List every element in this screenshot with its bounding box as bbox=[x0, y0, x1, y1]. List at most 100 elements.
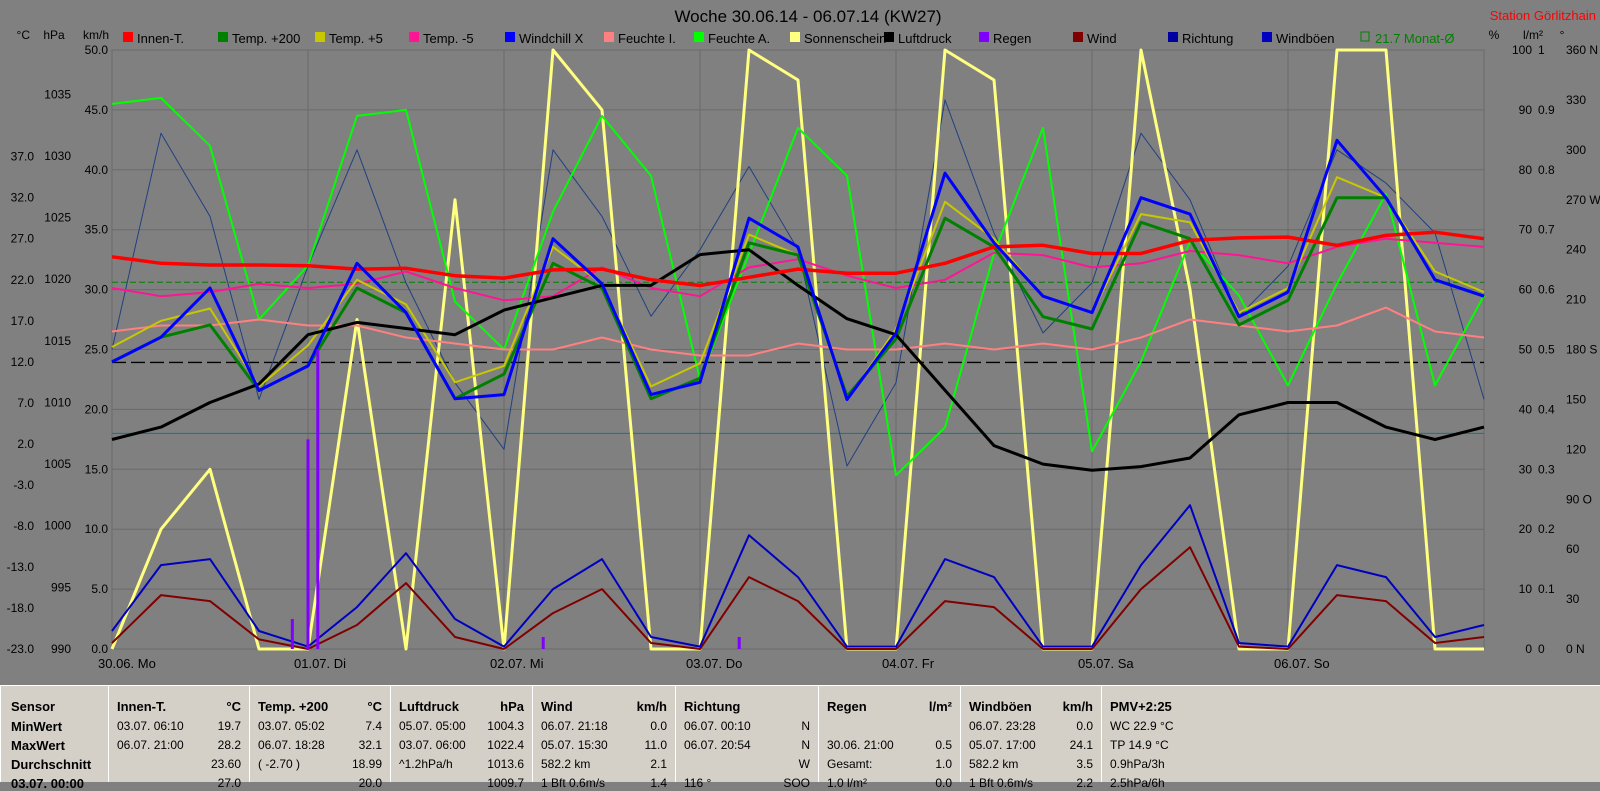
stats-windboeen-column: Windböen km/h 06.07. 23:28 0.0 05.07. 17:00 2… bbox=[960, 686, 1102, 790]
rain-bar bbox=[306, 439, 310, 649]
temp-tick-label: -8.0 bbox=[13, 519, 34, 533]
temp-tick-label: -18.0 bbox=[7, 601, 35, 615]
rain-tick-label: 0.9 bbox=[1538, 103, 1555, 117]
legend-swatch bbox=[1168, 32, 1178, 42]
weather-chart: Woche 30.06.14 - 06.07.14 (KW27) Station… bbox=[6, 7, 1600, 671]
stats-windboeen-value: 24.1 bbox=[1069, 738, 1093, 752]
stats-luftdruck-value: 1013.6 bbox=[487, 757, 524, 771]
stats-row-label-avg: Durchschnitt bbox=[11, 757, 92, 772]
legend-label: Sonnenschein bbox=[804, 31, 886, 46]
pressure-tick-label: 995 bbox=[51, 580, 71, 594]
x-tick-label: 30.06. Mo bbox=[98, 656, 156, 671]
stats-regen-value: 0.0 bbox=[935, 776, 952, 790]
series-line-feuchte-a- bbox=[111, 96, 1485, 477]
stats-temp200-value: 20.0 bbox=[358, 776, 382, 790]
wind-tick-label: 15.0 bbox=[85, 462, 109, 476]
temp-tick-label: -23.0 bbox=[7, 642, 35, 656]
legend-swatch bbox=[790, 32, 800, 42]
stats-innen-header: Innen-T. bbox=[117, 699, 167, 714]
stats-regen-header: Regen bbox=[827, 699, 867, 714]
stats-windboeen-label: 582.2 km bbox=[969, 757, 1019, 771]
direction-tick-label: 360 N bbox=[1566, 43, 1598, 57]
stats-innen-value: 27.0 bbox=[217, 776, 241, 790]
stats-pmv-column: PMV+2:25 WC 22.9 °C TP 14.9 °C 0.9hPa/3h… bbox=[1101, 686, 1600, 790]
temp-unit-label: °C bbox=[17, 28, 31, 42]
direction-tick-label: 270 W bbox=[1566, 193, 1600, 207]
wind-tick-label: 25.0 bbox=[85, 343, 109, 357]
legend-swatch bbox=[218, 32, 228, 42]
stats-sensor-column: Sensor MinWert MaxWert Durchschnitt 03.0… bbox=[0, 686, 109, 791]
direction-unit-label: ° bbox=[1560, 28, 1565, 42]
stats-richtung-value: N bbox=[801, 719, 810, 733]
series-line-windchill-x bbox=[111, 138, 1485, 402]
stats-pmv-line: 2.5hPa/6h bbox=[1110, 776, 1165, 790]
chart-legend: Innen-T. Temp. +200 Temp. +5 Temp. -5 Windch… bbox=[123, 31, 1455, 46]
stats-windboeen-label: 1 Bft 0.6m/s bbox=[969, 776, 1034, 790]
temp-tick-label: -3.0 bbox=[13, 478, 34, 492]
stats-luftdruck-label: 03.07. 06:00 bbox=[399, 738, 466, 752]
legend-label: 21.7 Monat-Ø bbox=[1375, 31, 1455, 46]
stats-temp200-unit: °C bbox=[367, 699, 382, 714]
stats-wind-label: 06.07. 21:18 bbox=[541, 719, 608, 733]
stats-windboeen-label: 05.07. 17:00 bbox=[969, 738, 1036, 752]
legend-label: Wind bbox=[1087, 31, 1117, 46]
wind-tick-label: 40.0 bbox=[85, 163, 109, 177]
stats-wind-value: 11.0 bbox=[644, 738, 667, 752]
stats-pmv-header: PMV+2:25 bbox=[1110, 699, 1172, 714]
rain-tick-label: 0.2 bbox=[1538, 522, 1555, 536]
pressure-tick-label: 1000 bbox=[44, 519, 71, 533]
x-tick-label: 06.07. So bbox=[1274, 656, 1330, 671]
legend-swatch bbox=[604, 32, 614, 42]
stats-temp200-value: 18.99 bbox=[351, 757, 382, 771]
percent-tick-label: 20 bbox=[1519, 522, 1533, 536]
legend-swatch bbox=[1360, 31, 1370, 42]
stats-luftdruck-unit: hPa bbox=[500, 699, 524, 714]
rain-tick-label: 0.1 bbox=[1538, 582, 1555, 596]
stats-luftdruck-column: Luftdruck hPa 05.07. 05:00 1004.3 03.07. 06:… bbox=[390, 686, 533, 790]
temp-tick-label: 32.0 bbox=[11, 191, 35, 205]
stats-windboeen-value: 2.2 bbox=[1076, 776, 1093, 790]
direction-tick-label: 300 bbox=[1566, 143, 1586, 157]
percent-tick-label: 40 bbox=[1519, 402, 1533, 416]
stats-regen-label: 1.0 l/m² bbox=[827, 776, 868, 790]
stats-temp200-label: ( -2.70 ) bbox=[258, 757, 301, 771]
stats-innen-value: 28.2 bbox=[217, 738, 241, 752]
chart-series bbox=[110, 48, 1485, 651]
legend-label: Richtung bbox=[1182, 31, 1233, 46]
stats-richtung-label: 06.07. 20:54 bbox=[684, 738, 751, 752]
wind-tick-label: 10.0 bbox=[85, 522, 109, 536]
legend-swatch bbox=[694, 32, 704, 42]
legend-label: Temp. -5 bbox=[423, 31, 474, 46]
stats-temp200-value: 7.4 bbox=[365, 719, 382, 733]
axis-ticks: 37.0 32.0 27.0 22.0 17.0 12.0 7.0 2.0 -3.0 -8.0 -1… bbox=[7, 43, 1600, 656]
wind-tick-label: 30.0 bbox=[85, 283, 109, 297]
rain-tick-label: 0.6 bbox=[1538, 283, 1555, 297]
direction-tick-label: 180 S bbox=[1566, 343, 1597, 357]
x-tick-label: 03.07. Do bbox=[686, 656, 742, 671]
stats-innen-column: Innen-T. °C 03.07. 06:10 19.7 06.07. 21:00 28… bbox=[108, 686, 250, 790]
rain-tick-label: 0.4 bbox=[1538, 402, 1555, 416]
legend-swatch bbox=[979, 32, 989, 42]
stats-windboeen-value: 0.0 bbox=[1076, 719, 1093, 733]
legend-swatch bbox=[123, 32, 133, 42]
pressure-tick-label: 1035 bbox=[44, 87, 71, 101]
x-tick-label: 01.07. Di bbox=[294, 656, 346, 671]
stats-pmv-line: WC 22.9 °C bbox=[1110, 719, 1174, 733]
temp-tick-label: 27.0 bbox=[11, 232, 35, 246]
direction-tick-label: 30 bbox=[1566, 592, 1580, 606]
percent-unit-label: % bbox=[1489, 28, 1500, 42]
x-tick-label: 04.07. Fr bbox=[882, 656, 935, 671]
series-line-windb-en bbox=[111, 504, 1485, 648]
stats-luftdruck-label: 05.07. 05:00 bbox=[399, 719, 466, 733]
stats-wind-value: 1.4 bbox=[650, 776, 667, 790]
chart-title: Woche 30.06.14 - 06.07.14 (KW27) bbox=[674, 7, 941, 26]
stats-regen-column: Regen l/m² 30.06. 21:00 0.5 Gesamt: 1.0 1.0 l/… bbox=[818, 686, 961, 790]
stats-pmv-line: 0.9hPa/3h bbox=[1110, 757, 1165, 771]
legend-label: Windböen bbox=[1276, 31, 1335, 46]
temp-tick-label: 2.0 bbox=[17, 437, 34, 451]
direction-tick-label: 330 bbox=[1566, 93, 1586, 107]
x-tick-label: 05.07. Sa bbox=[1078, 656, 1134, 671]
temp-tick-label: 37.0 bbox=[11, 150, 35, 164]
stats-richtung-header: Richtung bbox=[684, 699, 741, 714]
rain-bar bbox=[737, 637, 741, 649]
